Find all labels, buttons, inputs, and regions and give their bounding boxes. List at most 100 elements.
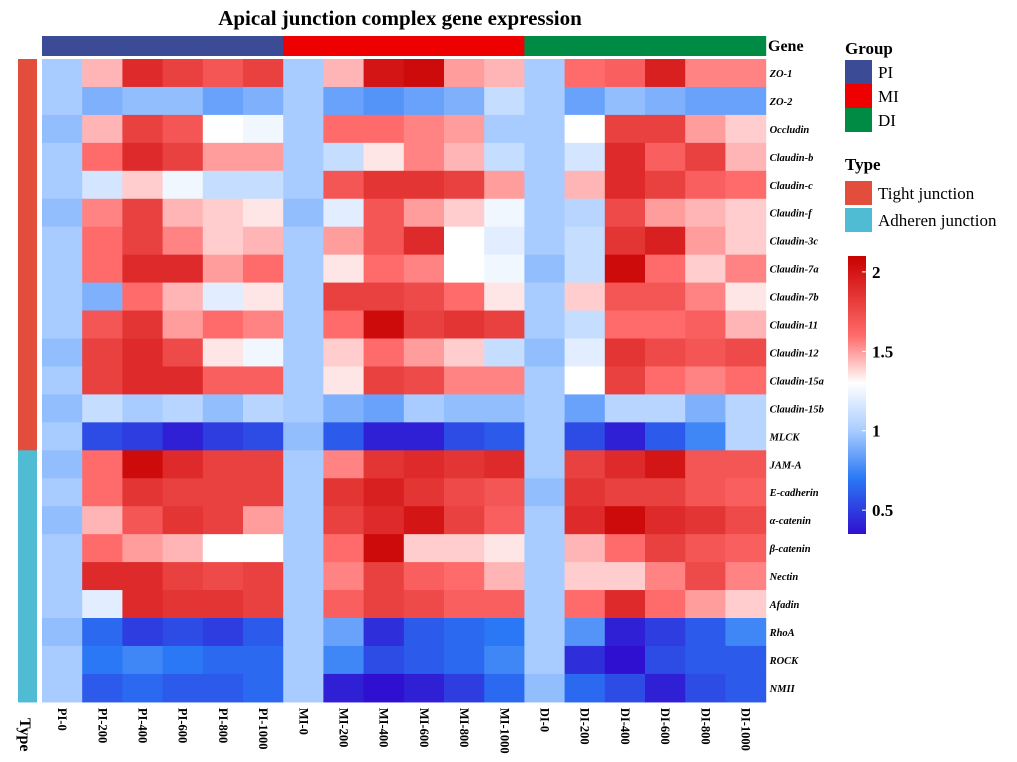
color-scale-tick-label: 1.5	[872, 342, 893, 361]
heatmap-cell	[363, 310, 405, 340]
heatmap-cell	[524, 114, 566, 144]
heatmap-cell	[82, 86, 123, 116]
heatmap-cell	[403, 394, 445, 423]
sample-column-label: DI-0	[538, 708, 552, 732]
gene-row-label: Claudin-3c	[770, 237, 819, 248]
heatmap-cell	[42, 590, 83, 619]
heatmap-cell	[444, 478, 485, 507]
heatmap-cell	[283, 506, 324, 535]
heatmap-cell	[685, 59, 726, 88]
sample-column-label: DI-400	[618, 708, 632, 745]
heatmap-cell	[82, 478, 123, 507]
heatmap-cell	[685, 450, 726, 479]
heatmap-cell	[82, 590, 123, 619]
sample-column-label: MI-0	[296, 708, 310, 735]
heatmap-cell	[725, 170, 767, 200]
heatmap-cell	[524, 450, 566, 479]
heatmap-cell	[323, 366, 365, 395]
group-annotation-cell	[484, 36, 525, 56]
type-legend-swatch	[845, 181, 872, 205]
heatmap-cell	[122, 506, 164, 535]
heatmap-cell	[564, 338, 606, 368]
type-annotation-cell	[18, 506, 37, 535]
heatmap-cell	[122, 394, 164, 423]
heatmap-cell	[82, 450, 123, 479]
heatmap-cell	[725, 226, 767, 256]
heatmap-cell	[685, 142, 726, 172]
heatmap-cell	[685, 618, 726, 647]
heatmap-cell	[283, 310, 324, 340]
heatmap-cell	[122, 59, 164, 88]
heatmap-cell	[403, 562, 445, 591]
heatmap-cell	[82, 310, 123, 340]
heatmap-cell	[42, 310, 83, 340]
heatmap-cell	[122, 142, 164, 172]
sample-column-label: MI-400	[377, 708, 391, 748]
heatmap-cell	[42, 562, 83, 591]
group-legend: Group PI MI DI	[845, 39, 899, 132]
heatmap-cell	[403, 254, 445, 284]
type-annotation-cell	[18, 562, 37, 591]
heatmap-cell	[484, 673, 525, 703]
heatmap-cell	[243, 226, 284, 256]
heatmap-cell	[685, 254, 726, 284]
heatmap-cell	[243, 142, 284, 172]
heatmap-cell	[725, 59, 767, 88]
sample-column-label: DI-600	[658, 708, 672, 745]
heatmap-cell	[604, 338, 646, 368]
heatmap-cell	[323, 534, 365, 563]
heatmap-cell	[524, 673, 566, 703]
heatmap-cell	[42, 366, 83, 395]
heatmap-cell	[243, 59, 284, 88]
heatmap-cell	[82, 618, 123, 647]
heatmap-cell	[162, 114, 204, 144]
heatmap-cell	[202, 338, 244, 368]
heatmap-cell	[524, 366, 566, 395]
heatmap-cell	[725, 394, 767, 423]
type-annotation-cell	[18, 282, 37, 312]
heatmap-cell	[162, 645, 204, 675]
gene-row-label: Claudin-f	[770, 209, 814, 220]
heatmap-cell	[524, 226, 566, 256]
group-legend-swatch	[845, 84, 872, 108]
heatmap-cell	[484, 645, 525, 675]
heatmap-cell	[82, 282, 123, 312]
heatmap-cell	[82, 142, 123, 172]
gene-row-label: β-catenin	[769, 544, 811, 555]
heatmap-cell	[403, 590, 445, 619]
heatmap-cell	[524, 282, 566, 312]
heatmap-cell	[484, 450, 525, 479]
heatmap-cell	[122, 114, 164, 144]
heatmap-cell	[403, 198, 445, 228]
gene-annotation-header: Gene	[768, 38, 804, 55]
heatmap-cell	[685, 114, 726, 144]
heatmap-cell	[725, 366, 767, 395]
heatmap-cell	[162, 198, 204, 228]
heatmap-cell	[363, 86, 405, 116]
heatmap-cell	[604, 366, 646, 395]
heatmap-cell	[243, 394, 284, 423]
heatmap-cell	[564, 394, 606, 423]
color-scale-tick-label: 2	[872, 263, 881, 282]
heatmap-cell	[484, 114, 525, 144]
heatmap-cell	[444, 170, 485, 200]
heatmap-cell	[564, 618, 606, 647]
heatmap-cell	[524, 86, 566, 116]
gene-row-label: Claudin-11	[770, 321, 818, 332]
heatmap-cell	[42, 645, 83, 675]
sample-column-label: MI-800	[457, 708, 471, 748]
heatmap-cell	[122, 86, 164, 116]
heatmap-cell	[243, 86, 284, 116]
gene-row-label: Nectin	[769, 572, 799, 583]
heatmap-cell	[82, 114, 123, 144]
heatmap-cell	[243, 645, 284, 675]
heatmap-cell	[82, 394, 123, 423]
heatmap-cell	[604, 226, 646, 256]
heatmap-cell	[725, 534, 767, 563]
heatmap-cell	[444, 226, 485, 256]
heatmap-cell	[122, 170, 164, 200]
heatmap-cell	[202, 394, 244, 423]
sample-column-labels: PI-0 PI-200 PI-400 PI-600 PI-800 PI-1000 MI-0 M…	[55, 708, 752, 754]
heatmap-cell	[323, 86, 365, 116]
heatmap-cell	[725, 282, 767, 312]
